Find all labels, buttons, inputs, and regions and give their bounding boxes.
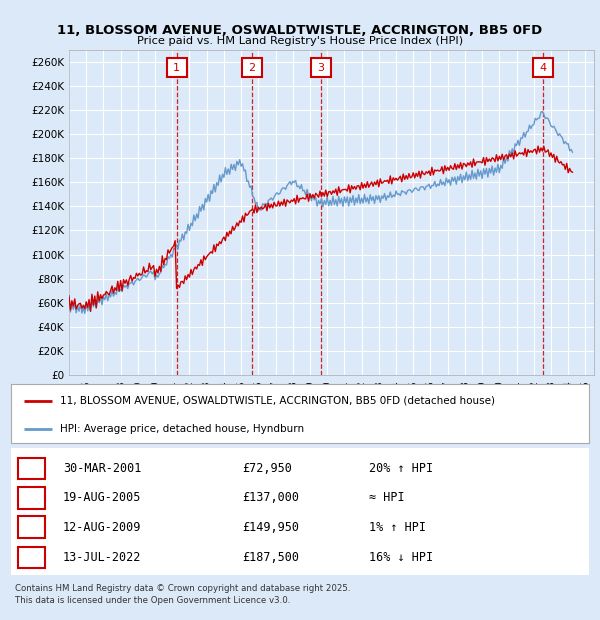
Text: £187,500: £187,500 bbox=[242, 551, 299, 564]
FancyBboxPatch shape bbox=[18, 458, 46, 479]
Text: 1: 1 bbox=[28, 462, 35, 475]
Text: 11, BLOSSOM AVENUE, OSWALDTWISTLE, ACCRINGTON, BB5 0FD (detached house): 11, BLOSSOM AVENUE, OSWALDTWISTLE, ACCRI… bbox=[60, 396, 495, 406]
Text: 4: 4 bbox=[539, 63, 547, 73]
Text: 12-AUG-2009: 12-AUG-2009 bbox=[63, 521, 141, 534]
FancyBboxPatch shape bbox=[311, 58, 331, 78]
FancyBboxPatch shape bbox=[533, 58, 553, 78]
FancyBboxPatch shape bbox=[18, 516, 46, 538]
Text: 11, BLOSSOM AVENUE, OSWALDTWISTLE, ACCRINGTON, BB5 0FD: 11, BLOSSOM AVENUE, OSWALDTWISTLE, ACCRI… bbox=[58, 24, 542, 37]
Text: 13-JUL-2022: 13-JUL-2022 bbox=[63, 551, 141, 564]
Text: 16% ↓ HPI: 16% ↓ HPI bbox=[369, 551, 433, 564]
Text: ≈ HPI: ≈ HPI bbox=[369, 491, 404, 504]
Text: 1% ↑ HPI: 1% ↑ HPI bbox=[369, 521, 426, 534]
Text: 1: 1 bbox=[173, 63, 180, 73]
Text: This data is licensed under the Open Government Licence v3.0.: This data is licensed under the Open Gov… bbox=[15, 596, 290, 606]
FancyBboxPatch shape bbox=[18, 487, 46, 508]
Text: Contains HM Land Registry data © Crown copyright and database right 2025.: Contains HM Land Registry data © Crown c… bbox=[15, 584, 350, 593]
Text: 3: 3 bbox=[317, 63, 324, 73]
Text: 20% ↑ HPI: 20% ↑ HPI bbox=[369, 462, 433, 475]
FancyBboxPatch shape bbox=[242, 58, 262, 78]
Text: Price paid vs. HM Land Registry's House Price Index (HPI): Price paid vs. HM Land Registry's House … bbox=[137, 36, 463, 46]
Text: 19-AUG-2005: 19-AUG-2005 bbox=[63, 491, 141, 504]
Text: 3: 3 bbox=[28, 521, 35, 534]
FancyBboxPatch shape bbox=[18, 547, 46, 569]
Text: 2: 2 bbox=[28, 491, 35, 504]
Text: 30-MAR-2001: 30-MAR-2001 bbox=[63, 462, 141, 475]
Text: £149,950: £149,950 bbox=[242, 521, 299, 534]
Text: £137,000: £137,000 bbox=[242, 491, 299, 504]
Text: 2: 2 bbox=[248, 63, 256, 73]
Text: HPI: Average price, detached house, Hyndburn: HPI: Average price, detached house, Hynd… bbox=[60, 423, 304, 433]
Text: 4: 4 bbox=[28, 551, 35, 564]
FancyBboxPatch shape bbox=[167, 58, 187, 78]
Text: £72,950: £72,950 bbox=[242, 462, 292, 475]
